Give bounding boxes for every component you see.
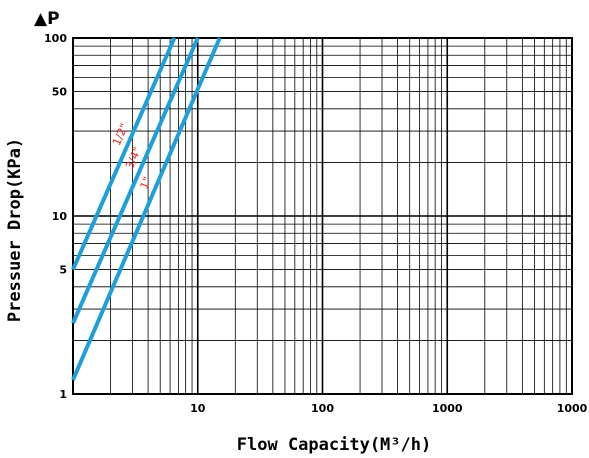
x-tick-label: 1000 (557, 402, 588, 415)
x-tick-label: 1000 (432, 402, 463, 415)
y-tick-label: 100 (44, 32, 67, 45)
grid (72, 38, 572, 395)
x-tick-label: 10 (190, 402, 206, 415)
series-line-1 (71, 37, 177, 271)
y-tick-label: 10 (52, 210, 68, 223)
chart-title: ▲P (34, 9, 60, 29)
y-tick-label: 50 (52, 86, 68, 99)
series-line-3 (71, 37, 222, 381)
plot-frame (72, 37, 573, 395)
y-tick-labels: 1 5 10 50 100 (44, 32, 67, 401)
series-label-3: 1" (138, 175, 155, 191)
plot-border (72, 37, 573, 395)
y-tick-label: 5 (59, 264, 67, 277)
x-tick-labels: 10 100 1000 1000 (190, 402, 588, 415)
y-axis-label: Pressuer Drop(KPa) (5, 138, 25, 322)
series-line-2 (71, 37, 200, 324)
y-tick-label: 1 (59, 388, 67, 401)
x-axis-label: Flow Capacity(M³/h) (237, 435, 431, 455)
series-lines (71, 37, 222, 381)
x-tick-label: 100 (311, 402, 334, 415)
